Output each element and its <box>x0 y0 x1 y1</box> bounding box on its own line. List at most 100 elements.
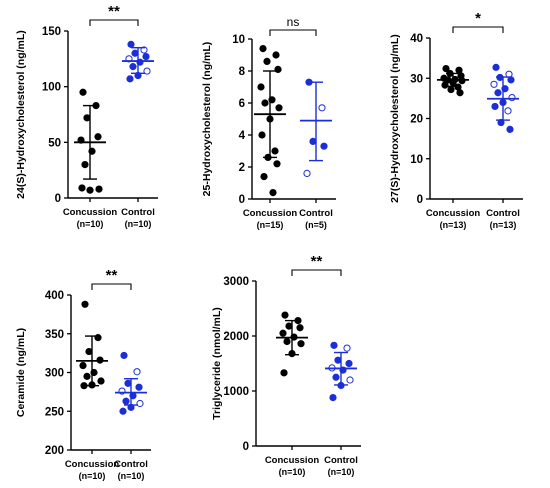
x-tick-label: Control <box>486 208 520 219</box>
concussion-point <box>269 189 277 197</box>
concussion-point <box>271 147 279 155</box>
control-point <box>129 63 137 71</box>
x-tick-label: Concussion <box>65 459 120 470</box>
control-point <box>135 383 143 391</box>
control-point <box>303 169 311 177</box>
concussion-point <box>283 337 291 346</box>
y-tick-label: 2 <box>239 162 245 174</box>
concussion-point <box>259 45 267 53</box>
y-tick-label: 50 <box>48 137 61 149</box>
x-tick-label: Concussion <box>265 455 320 466</box>
y-tick-label: 10 <box>232 34 245 46</box>
y-tick-label: 40 <box>410 33 423 45</box>
significance-bracket <box>91 283 132 290</box>
y-axis-title: Ceramide (ng/mL) <box>15 328 27 417</box>
concussion-point <box>83 114 91 122</box>
y-tick-label: 350 <box>45 329 64 341</box>
significance-label: ** <box>106 267 118 284</box>
concussion-point <box>97 377 105 385</box>
concussion-point <box>85 347 93 356</box>
significance-label: ** <box>311 253 323 270</box>
concussion-point <box>81 161 89 169</box>
control-point <box>124 379 132 387</box>
concussion-point <box>261 99 269 107</box>
y-tick-label: 8 <box>239 66 246 78</box>
y-axis-title: 27(S)-Hydroxycholesterol (ng/mL) <box>389 34 401 203</box>
concussion-point <box>456 89 464 97</box>
x-tick-n-label: (n=10) <box>279 467 306 477</box>
concussion-point <box>79 361 87 370</box>
concussion-point <box>94 133 102 141</box>
x-tick-label: Control <box>324 455 358 466</box>
y-tick-label: 0 <box>417 194 423 206</box>
panel-5: 0 1000 2000 3000 Triglyceride (nmol/mL) Concu… <box>211 253 361 477</box>
concussion-point <box>79 88 87 96</box>
concussion-point <box>263 57 271 66</box>
y-axis-title: Triglyceride (nmol/mL) <box>211 307 223 420</box>
control-point <box>330 341 338 349</box>
x-tick-n-label: (n=5) <box>305 220 327 230</box>
panel-3: 0 10 20 30 40 27(S)-Hydroxycholesterol (ng/mL… <box>389 10 523 230</box>
x-tick-n-label: (n=13) <box>490 220 517 230</box>
concussion-point <box>257 83 265 91</box>
concussion-point <box>279 329 287 337</box>
x-tick-n-label: (n=10) <box>125 219 152 229</box>
control-point <box>126 75 134 83</box>
concussion-point <box>86 186 94 194</box>
x-tick-label: Concussion <box>426 208 481 219</box>
y-tick-label: 1000 <box>223 386 249 398</box>
concussion-point <box>280 369 288 377</box>
x-tick-label: Concussion <box>63 207 118 218</box>
control-point <box>309 137 317 145</box>
control-point <box>504 107 512 115</box>
y-axis-title: 25-Hydroxycholesterol (ng/mL) <box>201 42 213 197</box>
y-tick-label: 10 <box>410 154 423 166</box>
y-tick-label: 20 <box>410 114 423 126</box>
control-point <box>491 102 499 111</box>
y-tick-label: 0 <box>55 193 61 205</box>
control-point <box>508 93 516 102</box>
concussion-point <box>95 185 103 193</box>
x-tick-n-label: (n=10) <box>79 471 106 481</box>
y-tick-label: 3000 <box>223 276 249 288</box>
concussion-point <box>83 372 91 380</box>
concussion-point <box>275 104 283 112</box>
significance-bracket <box>269 29 317 36</box>
control-point <box>122 397 130 405</box>
concussion-point <box>447 85 455 94</box>
y-tick-label: 6 <box>239 98 245 110</box>
concussion-point <box>81 300 89 308</box>
significance-label: * <box>475 10 481 27</box>
y-tick-label: 100 <box>42 82 61 94</box>
control-point <box>320 142 328 150</box>
concussion-point <box>285 322 293 330</box>
control-point <box>507 76 515 84</box>
x-tick-label: Control <box>114 459 148 470</box>
control-point <box>120 351 128 360</box>
control-point <box>318 104 326 112</box>
panel-2: 0 2 4 6 8 10 25-Hydroxycholesterol (ng/mL) Conc… <box>201 15 336 230</box>
x-tick-n-label: (n=10) <box>77 219 104 229</box>
significance-bracket <box>291 269 342 276</box>
control-point <box>334 356 342 364</box>
control-point <box>346 376 354 384</box>
x-tick-n-label: (n=10) <box>328 467 355 477</box>
control-point <box>343 344 351 352</box>
control-point <box>332 373 340 381</box>
concussion-point <box>441 81 449 89</box>
concussion-point <box>272 51 280 59</box>
y-tick-label: 4 <box>239 130 246 142</box>
y-tick-label: 150 <box>42 26 61 38</box>
y-tick-label: 0 <box>239 194 245 206</box>
y-tick-label: 400 <box>45 290 64 302</box>
y-tick-label: 300 <box>45 368 64 380</box>
y-tick-label: 200 <box>45 445 64 457</box>
concussion-point <box>260 173 268 181</box>
concussion-point <box>442 64 450 73</box>
concussion-point <box>273 160 281 168</box>
x-tick-label: Control <box>299 208 333 219</box>
x-tick-n-label: (n=10) <box>118 471 145 481</box>
panel-1: 0 50 100 150 24(S)-Hydroxycholesterol (ng/mL… <box>15 3 158 229</box>
significance-label: ns <box>287 15 300 29</box>
